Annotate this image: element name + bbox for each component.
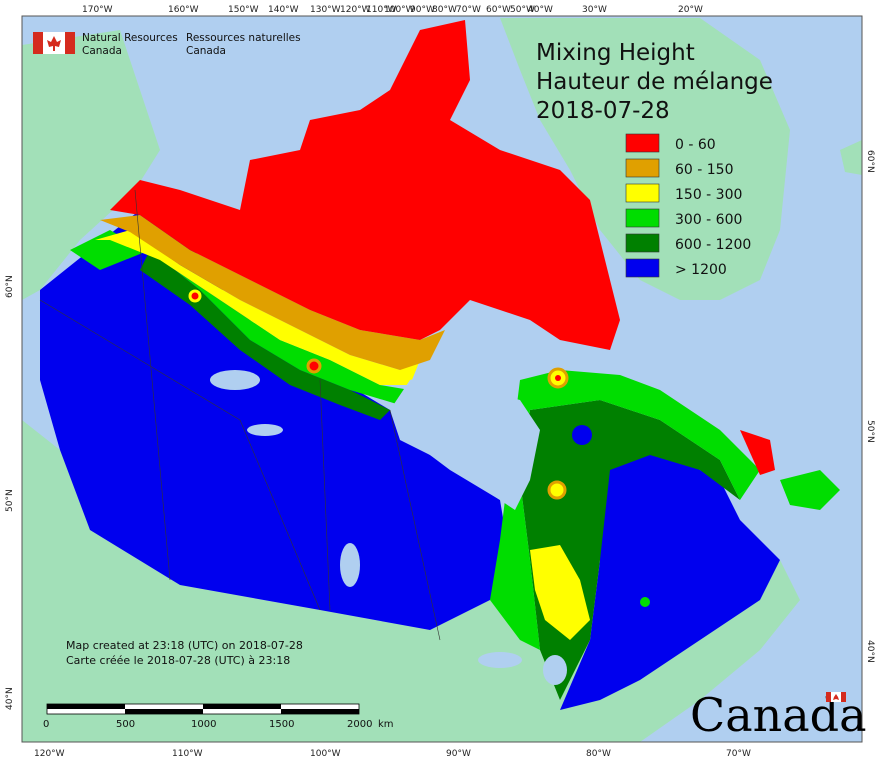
tick-right-0: 60°N [865,150,875,173]
tick-top-4: 130°W [310,5,341,15]
scale-bar: 0 500 1000 1500 2000 km [43,703,394,730]
lake-superior [478,652,522,668]
canada-flag-logo [33,32,75,54]
tick-top-8: 90°W [410,5,435,15]
tick-right-1: 50°N [865,420,875,443]
tick-top-15: 20°W [678,5,703,15]
zone-300-600-east [490,370,760,650]
scale-label-4: 2000 [347,719,372,730]
great-bear-lake [210,370,260,390]
scale-label-2: 1000 [191,719,216,730]
tick-left-0: 60°N [5,275,15,298]
agency-fr-line2: Canada [186,45,226,57]
tick-left-1: 50°N [5,489,15,512]
tick-right-2: 40°N [865,640,875,663]
zone-over-1200 [40,210,510,630]
bottom-ticks: 120°W 110°W 100°W 90°W 80°W 70°W [34,749,751,759]
tick-bottom-5: 70°W [726,749,751,759]
legend-swatch-4 [625,233,660,253]
tick-top-6: 110°W [366,5,397,15]
agency-en-line2: Canada [82,45,122,57]
iceland-land [840,140,862,175]
zone-150-300 [95,230,420,385]
tick-left-2: 40°N [5,687,15,710]
tick-top-9: 80°W [432,5,457,15]
right-ticks: 60°N 50°N 40°N [865,150,875,663]
legend-label-5: > 1200 [675,262,727,278]
scale-label-1: 500 [116,719,135,730]
note-fr: Carte créée le 2018-07-28 (UTC) à 23:18 [66,654,290,667]
zone-60-150 [100,215,445,370]
spot-yellow-2 [547,480,567,500]
spot-red-1 [555,375,561,381]
zone-300-600-maritimes [780,470,840,510]
map-date: 2018-07-28 [536,98,670,124]
wordmark-flag-icon [826,692,846,702]
zone-300-600 [70,230,410,405]
zone-over-1200-east [560,450,780,710]
tick-top-0: 170°W [82,5,113,15]
title-en: Mixing Height [536,40,695,66]
spot-blue-1 [572,425,592,445]
lake-winnipeg [340,543,360,587]
tick-top-3: 140°W [268,5,299,15]
tick-top-12: 50°W [510,5,535,15]
tick-top-10: 70°W [456,5,481,15]
scale-unit: km [378,719,394,730]
tick-bottom-4: 80°W [586,749,611,759]
tick-bottom-2: 100°W [310,749,341,759]
zone-0-60-labrador [740,430,775,475]
legend-label-0: 0 - 60 [675,137,716,153]
scale-label-3: 1500 [269,719,294,730]
tick-top-14: 30°W [582,5,607,15]
tick-top-2: 150°W [228,5,259,15]
legend-swatch-0 [625,133,660,153]
tick-top-5: 120°W [340,5,371,15]
title-fr: Hauteur de mélange [536,69,773,95]
legend-swatch-1 [625,158,660,178]
legend-swatch-2 [625,183,660,203]
alaska-land [22,30,160,300]
legend-label-2: 150 - 300 [675,187,742,203]
great-slave-lake [247,424,283,436]
legend: 0 - 60 60 - 150 150 - 300 300 - 600 600 … [625,133,751,278]
agency-en-line1: Natural Resources [82,32,178,44]
tick-top-13: 40°W [528,5,553,15]
tick-top-11: 60°W [486,5,511,15]
tick-bottom-0: 120°W [34,749,65,759]
legend-swatch-5 [625,258,660,278]
left-ticks: 60°N 50°N 40°N [5,275,15,710]
legend-label-4: 600 - 1200 [675,237,751,253]
tick-top-7: 100°W [384,5,415,15]
legend-swatch-3 [625,208,660,228]
legend-label-3: 300 - 600 [675,212,742,228]
lake-huron [543,655,567,685]
spot-red-3 [188,289,202,303]
legend-label-1: 60 - 150 [675,162,734,178]
agency-fr-line1: Ressources naturelles [186,32,301,44]
top-ticks: 170°W 160°W 150°W 140°W 130°W 120°W 110°… [82,5,703,15]
spot-red-2 [306,358,322,374]
zone-0-60 [110,20,620,350]
note-en: Map created at 23:18 (UTC) on 2018-07-28 [66,639,303,652]
spot-green-1 [640,597,650,607]
zone-150-300-ontario [530,545,590,640]
tick-bottom-3: 90°W [446,749,471,759]
scale-label-0: 0 [43,719,49,730]
boundaries [39,189,441,641]
hudson-bay [390,370,540,510]
tick-top-1: 160°W [168,5,199,15]
tick-bottom-1: 110°W [172,749,203,759]
